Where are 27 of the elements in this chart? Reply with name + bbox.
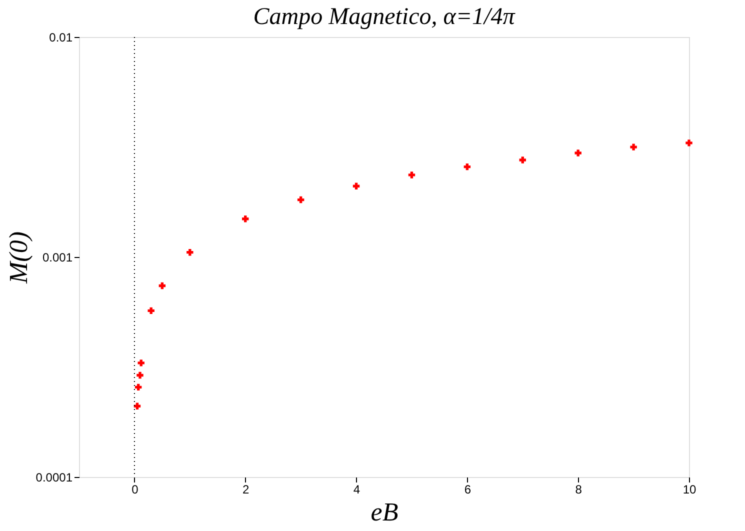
- point: [686, 140, 692, 146]
- x-tick-label: 4: [353, 482, 360, 496]
- x-tick-label: 0: [132, 482, 139, 496]
- y-axis-title: M(0): [4, 232, 33, 284]
- point: [297, 196, 304, 204]
- y-tick-label: 0.001: [42, 250, 73, 264]
- x-tick-label: 2: [242, 482, 250, 496]
- chart-title: Campo Magnetico, α=1/4π: [253, 4, 516, 30]
- point: [352, 182, 360, 190]
- point: [464, 163, 471, 170]
- point: [138, 360, 144, 366]
- point: [574, 150, 582, 156]
- y-tick-label: 0.0001: [36, 470, 73, 484]
- point: [148, 307, 154, 314]
- point: [408, 172, 416, 178]
- x-tick-label: 10: [682, 482, 696, 496]
- point: [136, 372, 144, 379]
- point: [630, 144, 637, 150]
- point: [134, 384, 142, 391]
- point: [242, 216, 249, 222]
- point: [186, 248, 194, 256]
- x-tick-label: 6: [464, 482, 472, 496]
- x-tick-label: 8: [575, 482, 582, 496]
- x-axis-title: eB: [370, 498, 398, 526]
- y-tick-label: 0.01: [49, 30, 73, 44]
- point: [519, 156, 526, 164]
- point: [158, 282, 166, 290]
